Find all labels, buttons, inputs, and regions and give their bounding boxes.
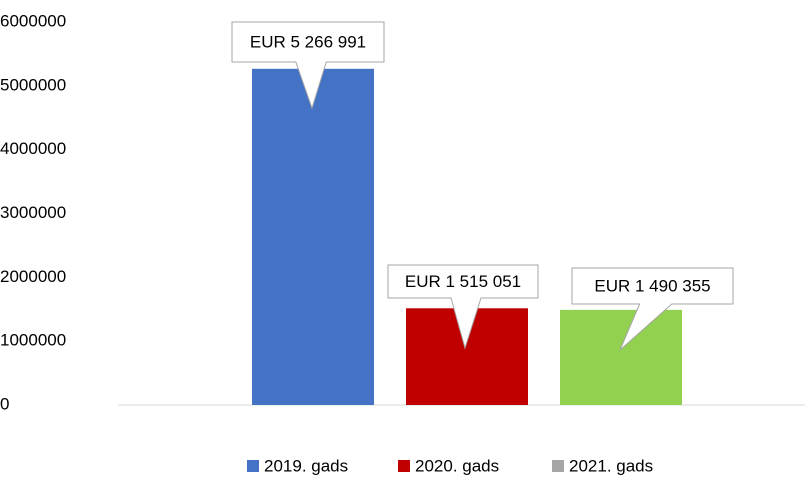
y-tick-label: 6000000 <box>0 11 66 30</box>
y-tick-label: 3000000 <box>0 203 66 222</box>
y-tick-label: 2000000 <box>0 267 66 286</box>
legend-label: 2021. gads <box>569 456 653 475</box>
y-tick-label: 0 <box>0 394 9 413</box>
callout <box>387 264 539 350</box>
legend-swatch <box>247 460 259 472</box>
data-label: EUR 5 266 991 <box>250 32 366 51</box>
legend-label: 2020. gads <box>415 456 499 475</box>
legend-swatch <box>398 460 410 472</box>
bar <box>560 309 682 405</box>
y-tick-label: 5000000 <box>0 75 66 94</box>
data-label: EUR 1 515 051 <box>405 272 521 291</box>
callout <box>231 21 385 110</box>
legend-label: 2019. gads <box>264 456 348 475</box>
data-label: EUR 1 490 355 <box>594 276 710 295</box>
bar <box>252 68 374 405</box>
legend-swatch <box>552 460 564 472</box>
y-tick-label: 4000000 <box>0 139 66 158</box>
callout <box>571 267 734 351</box>
y-tick-label: 1000000 <box>0 331 66 350</box>
